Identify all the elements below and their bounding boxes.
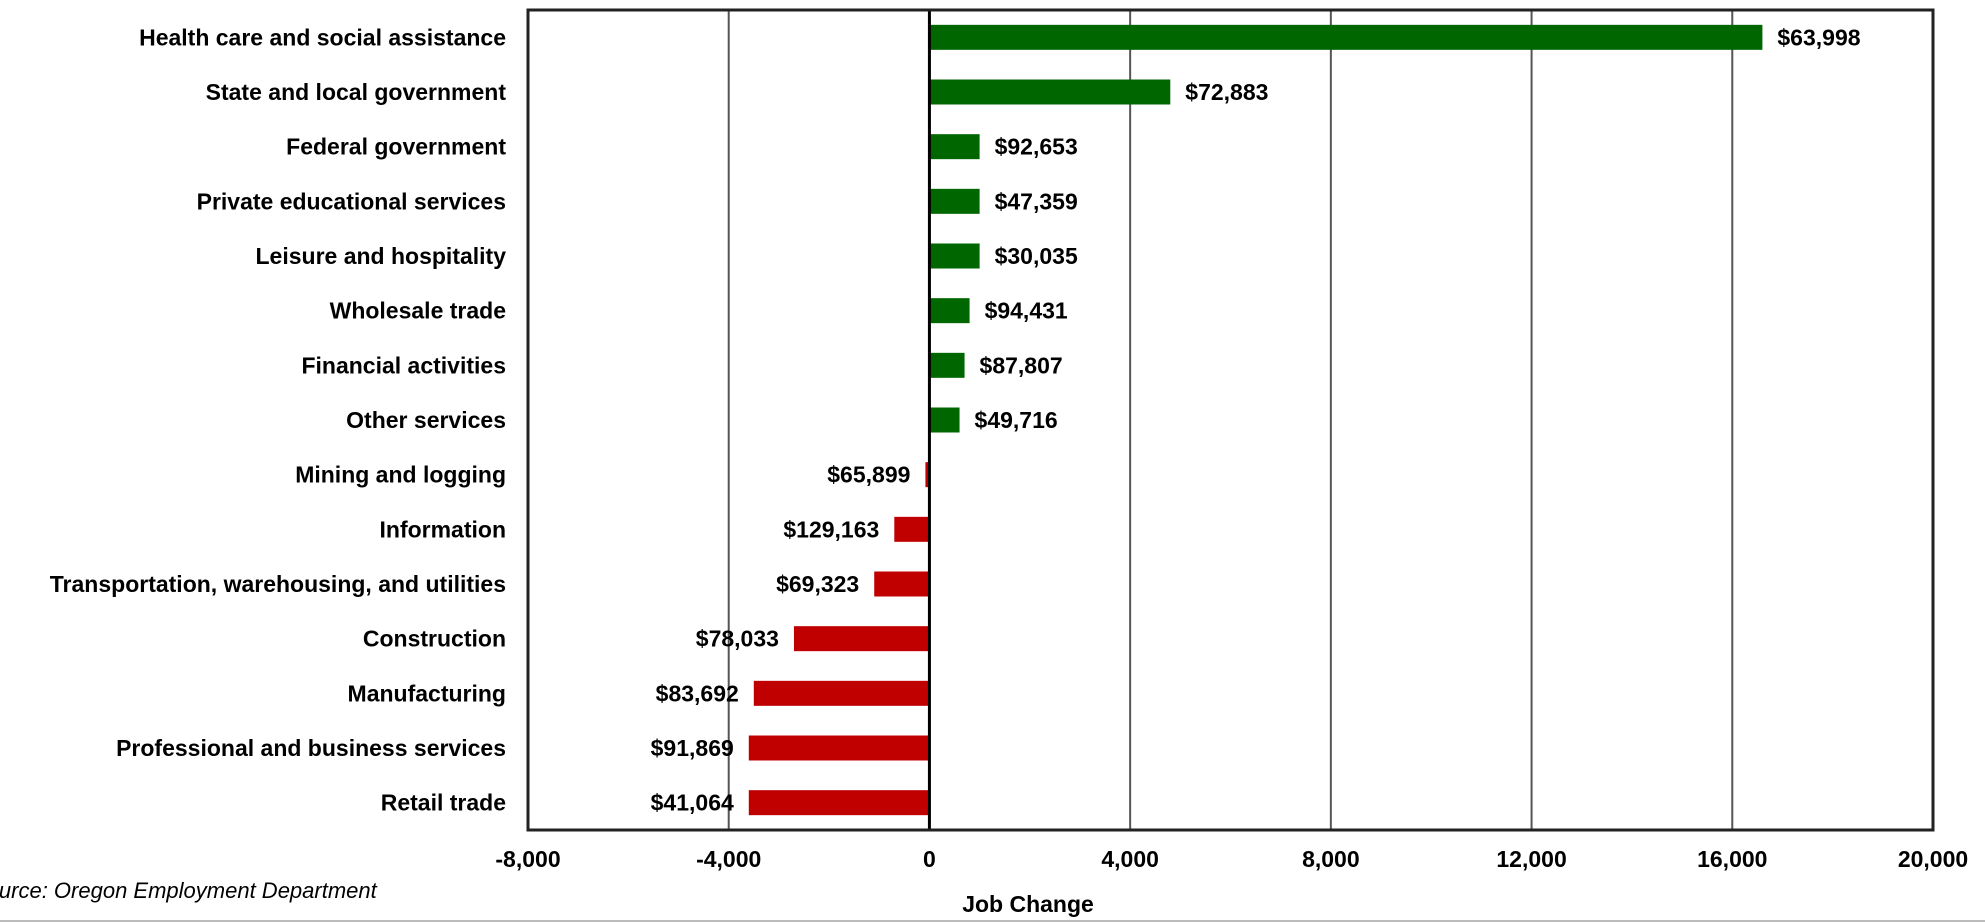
data-label: $87,807 [980,352,1063,378]
bar [929,243,980,269]
category-label: Federal government [286,134,506,160]
bar [929,407,960,433]
plot-frame [526,8,1935,832]
data-label: $69,323 [776,571,859,597]
data-label: $83,692 [656,680,739,706]
x-tick-label: 16,000 [1697,846,1767,872]
grid-layer [727,10,1734,830]
data-label: $65,899 [827,462,910,488]
category-label: Leisure and hospitality [256,243,507,269]
bar [874,571,930,597]
category-labels: Health care and social assistance State a… [50,24,507,815]
x-tick-label: 20,000 [1898,846,1968,872]
category-label: Wholesale trade [330,298,506,324]
data-label: $72,883 [1185,79,1268,105]
data-label: $92,653 [995,134,1078,160]
category-label: State and local government [206,79,507,105]
bar [929,188,980,214]
x-tick-label: -4,000 [696,846,761,872]
bar [929,134,980,160]
category-label: Health care and social assistance [139,24,506,50]
category-label: Mining and logging [295,462,506,488]
bar [793,626,930,652]
category-label: Other services [346,407,506,433]
category-label: Retail trade [381,790,506,816]
category-label: Private educational services [197,188,506,214]
category-label: Transportation, warehousing, and utiliti… [50,571,506,597]
category-label: Construction [363,626,506,652]
x-tick-label: -8,000 [495,846,560,872]
data-label: $129,163 [783,516,879,542]
bar [925,462,930,488]
data-label: $30,035 [995,243,1078,269]
category-label: Information [380,516,507,542]
category-label: Professional and business services [116,735,506,761]
data-label: $63,998 [1777,24,1860,50]
data-label: $94,431 [985,298,1068,324]
value-labels: $63,998 $72,883 $92,653 $47,359 $30,035 $94,4… [651,24,1861,815]
category-label: Financial activities [301,352,506,378]
data-label: $41,064 [651,790,734,816]
bar [929,79,1171,105]
data-label: $47,359 [995,188,1078,214]
x-tick-label: 8,000 [1302,846,1360,872]
bar [929,298,970,324]
data-label: $78,033 [696,626,779,652]
data-label: $91,869 [651,735,734,761]
data-label: $49,716 [975,407,1058,433]
x-axis-title: Job Change [962,891,1094,917]
x-tick-label: 4,000 [1101,846,1159,872]
bar-layer [748,24,1763,816]
x-tick-label: 12,000 [1496,846,1566,872]
x-axis-tick-labels: -8,000 -4,000 0 4,000 8,000 12,000 16,000 20,00… [495,846,1968,872]
bar [894,516,930,542]
bar [748,790,930,816]
category-label: Manufacturing [348,680,506,706]
bar [748,735,930,761]
bar [929,24,1763,50]
x-tick-label: 0 [923,846,936,872]
source-note: Source: Oregon Employment Department [0,878,378,903]
bar [929,352,965,378]
bar [753,680,930,706]
